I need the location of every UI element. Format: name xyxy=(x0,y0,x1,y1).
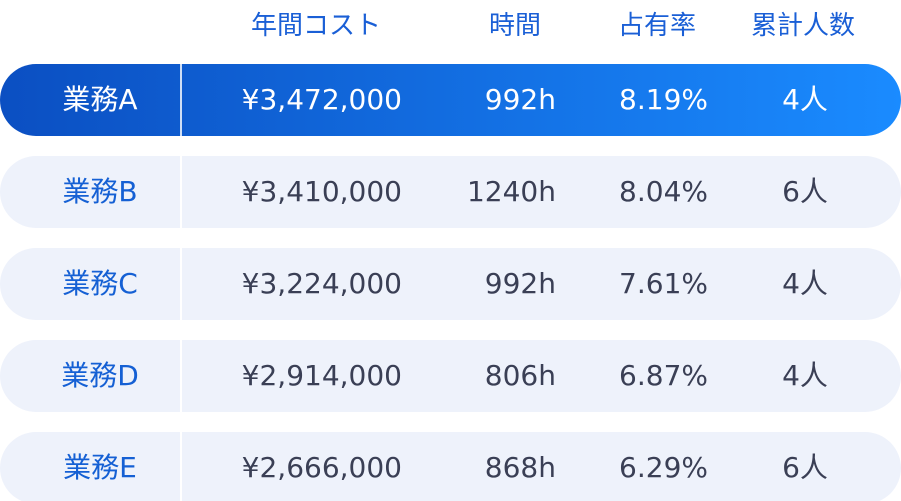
cell-value: ¥3,472,000 xyxy=(241,83,402,116)
cell-value: 6.29% xyxy=(619,451,708,484)
table-row[interactable]: 業務C ¥3,224,000 992h 7.61% 4人 xyxy=(0,248,901,320)
table-row[interactable]: 業務E ¥2,666,000 868h 6.29% 6人 xyxy=(0,432,901,501)
column-header: 年間コスト xyxy=(250,11,381,41)
row-label: 業務D xyxy=(61,359,139,392)
cell-value: 6人 xyxy=(782,451,828,484)
row-label: 業務B xyxy=(62,175,138,208)
row-label: 業務A xyxy=(62,83,138,116)
cell-value: ¥3,410,000 xyxy=(241,175,402,208)
row-label: 業務C xyxy=(62,267,138,300)
divider xyxy=(180,156,182,228)
table-row[interactable]: 業務A ¥3,472,000 992h 8.19% 4人 xyxy=(0,64,901,136)
cell-value: 6.87% xyxy=(619,359,708,392)
cell-value: 7.61% xyxy=(619,267,708,300)
cell-value: 992h xyxy=(484,267,556,300)
cell-value: ¥2,914,000 xyxy=(241,359,402,392)
cell-value: 992h xyxy=(484,83,556,116)
cell-value: 6人 xyxy=(782,175,828,208)
cell-value: 1240h xyxy=(466,175,556,208)
divider xyxy=(180,340,182,412)
divider xyxy=(180,248,182,320)
table-row[interactable]: 業務D ¥2,914,000 806h 6.87% 4人 xyxy=(0,340,901,412)
column-header: 累計人数 xyxy=(750,11,855,41)
cell-value: 806h xyxy=(484,359,556,392)
divider xyxy=(180,432,182,501)
row-label: 業務E xyxy=(63,451,137,484)
cell-value: 8.04% xyxy=(619,175,708,208)
column-header: 占有率 xyxy=(617,11,696,41)
cell-value: 4人 xyxy=(782,83,828,116)
divider xyxy=(180,64,182,136)
table-row[interactable]: 業務B ¥3,410,000 1240h 8.04% 6人 xyxy=(0,156,901,228)
cell-value: 4人 xyxy=(782,359,828,392)
cell-value: ¥3,224,000 xyxy=(241,267,402,300)
cell-value: 868h xyxy=(484,451,556,484)
cell-value: 4人 xyxy=(782,267,828,300)
column-header: 時間 xyxy=(488,11,541,41)
cell-value: 8.19% xyxy=(619,83,708,116)
cell-value: ¥2,666,000 xyxy=(241,451,402,484)
